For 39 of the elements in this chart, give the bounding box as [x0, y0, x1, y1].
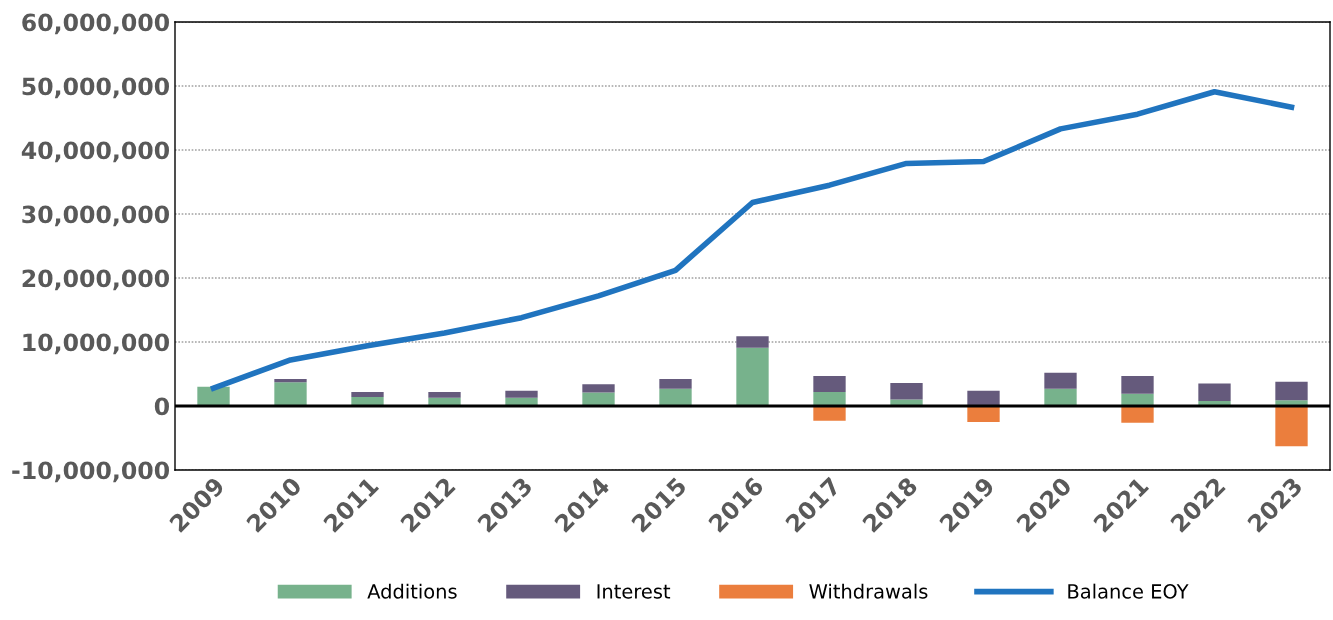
bar — [736, 347, 769, 406]
bar — [351, 391, 384, 398]
bar — [813, 375, 846, 392]
bar — [1275, 406, 1308, 447]
bar — [659, 379, 692, 389]
y-tick-label: -10,000,000 — [12, 461, 170, 483]
y-tick-label: 20,000,000 — [22, 269, 170, 291]
bar — [274, 379, 307, 383]
bar — [351, 397, 384, 406]
legend-label: Balance EOY — [1068, 583, 1189, 599]
bar — [736, 336, 769, 348]
bar — [967, 406, 1000, 422]
bar — [659, 388, 692, 406]
bar — [813, 406, 846, 421]
bar — [582, 384, 615, 393]
legend-label: Interest — [597, 584, 671, 599]
bar — [1044, 372, 1077, 389]
y-tick-label: 40,000,000 — [21, 141, 170, 163]
y-tick-label: 60,000,000 — [22, 13, 170, 35]
bar — [1121, 393, 1154, 406]
bar — [967, 390, 1000, 406]
bar — [890, 382, 923, 400]
bar — [274, 382, 307, 406]
bar — [505, 390, 538, 398]
bar — [1275, 381, 1308, 401]
bar — [1044, 388, 1077, 406]
bar — [1121, 375, 1154, 394]
y-tick-label: 0 — [154, 397, 170, 416]
legend-label: Withdrawals — [809, 583, 928, 599]
bar — [197, 386, 230, 406]
bar — [582, 392, 615, 406]
y-tick-label: 30,000,000 — [22, 205, 170, 227]
bar — [1198, 383, 1231, 401]
bar — [428, 391, 461, 398]
bar — [1121, 406, 1154, 423]
bar — [813, 391, 846, 406]
y-tick-label: 10,000,000 — [23, 333, 170, 355]
y-tick-label: 50,000,000 — [22, 77, 170, 99]
legend-label: Additions — [367, 583, 457, 599]
